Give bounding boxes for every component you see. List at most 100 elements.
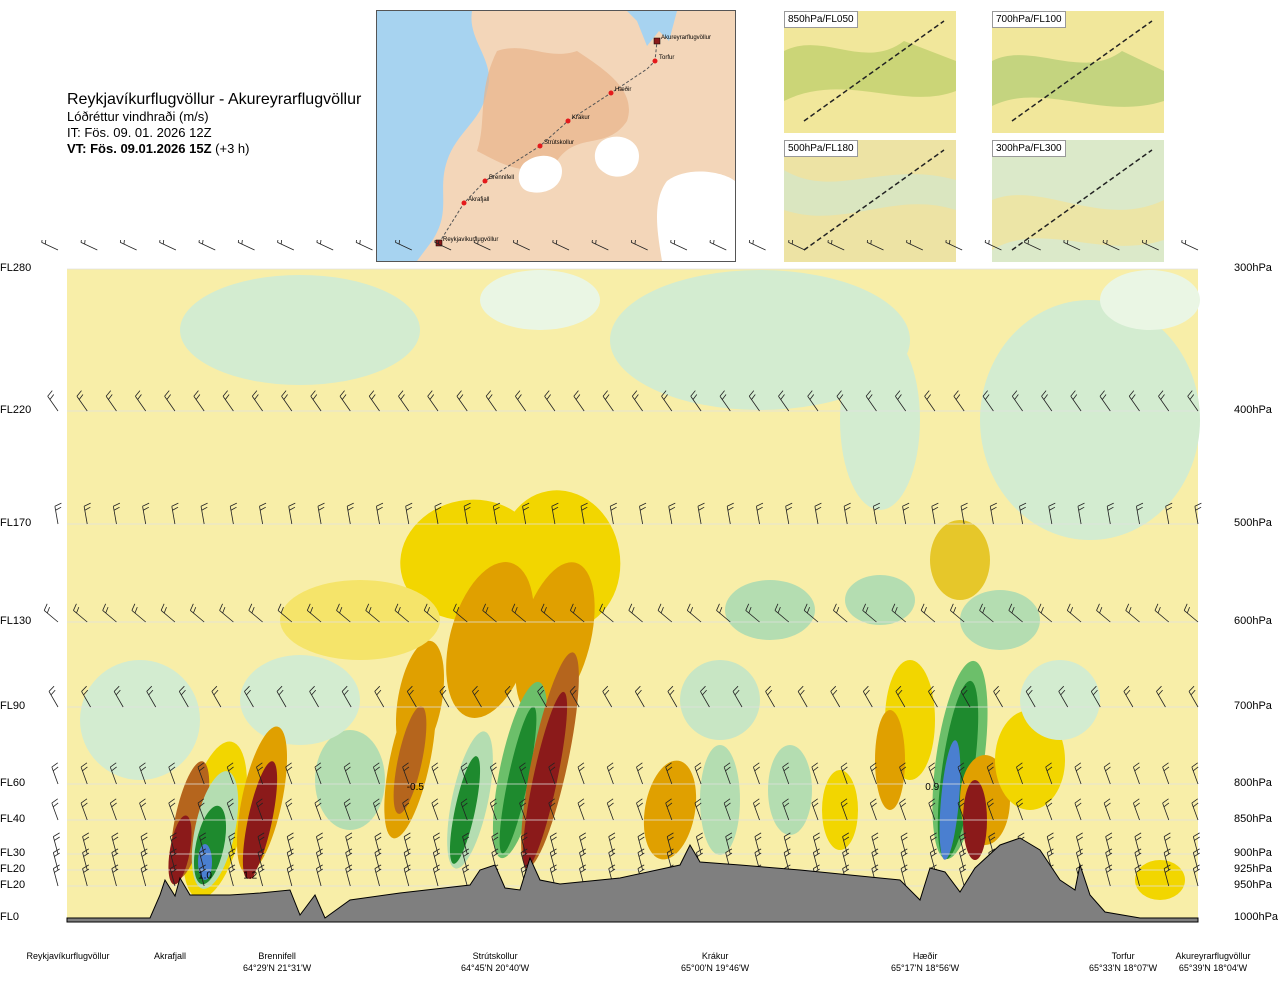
wind-barb-feather — [140, 832, 148, 837]
wind-barb-feather — [639, 506, 646, 511]
wind-barb-feather — [637, 832, 645, 837]
wind-barb-shaft — [52, 852, 59, 871]
wind-barb — [812, 848, 820, 871]
panel-500hpa — [784, 140, 956, 262]
wind-barb-feather — [660, 606, 664, 614]
wind-barb-feather — [462, 864, 470, 869]
wind-barb — [105, 390, 117, 412]
wind-barb — [957, 798, 965, 821]
wind-barb-feather — [1049, 506, 1056, 511]
wind-barb-shaft — [957, 802, 965, 821]
wind-barb-shaft — [1008, 610, 1023, 623]
wind-barb-shaft — [226, 802, 234, 821]
wind-barb-feather — [199, 848, 206, 853]
wind-barb-feather — [160, 603, 165, 611]
wind-barb-shaft — [1019, 506, 1024, 525]
wind-barb-feather — [317, 502, 325, 507]
wind-barb-feather — [491, 848, 499, 853]
wind-barb-feather — [170, 832, 177, 837]
wind-barb-feather — [189, 603, 194, 611]
wind-barb-feather — [403, 832, 411, 837]
wind-barb-feather — [112, 852, 119, 857]
wind-barb — [782, 762, 790, 785]
wind-barb-feather — [988, 832, 996, 837]
wind-barb-feather — [316, 864, 323, 869]
wind-barb-shaft — [900, 836, 907, 855]
wind-barb-feather — [1128, 390, 1135, 397]
wind-barb-feather — [960, 868, 967, 873]
wind-barb-shaft — [1187, 396, 1199, 412]
wind-barb-feather — [1017, 802, 1024, 808]
wind-barb-shaft — [569, 691, 580, 708]
wind-barb-feather — [727, 502, 734, 507]
wind-barb-feather — [894, 606, 898, 614]
wind-barb — [83, 502, 91, 525]
wind-barb — [1187, 390, 1199, 412]
wind-barb-shaft — [120, 242, 137, 251]
wind-barb-shaft — [228, 852, 234, 871]
wind-barb-feather — [920, 603, 925, 611]
wind-barb-shaft — [697, 506, 702, 525]
wind-barb-feather — [960, 685, 967, 692]
wind-barb-feather — [434, 836, 440, 841]
wind-barb-shaft — [788, 242, 806, 251]
wind-barb-feather — [289, 506, 296, 511]
wind-barb-shaft — [700, 691, 710, 708]
wind-barb-shaft — [462, 852, 468, 871]
wind-barb-feather — [1103, 762, 1111, 768]
wind-barb-feather — [669, 506, 676, 511]
wind-barb-feather — [1107, 502, 1114, 507]
wind-barb — [1046, 832, 1054, 855]
wind-barb-shaft — [1096, 610, 1111, 623]
wind-barb-feather — [1106, 868, 1113, 873]
wind-barb-feather — [903, 506, 910, 511]
wind-barb-feather — [579, 848, 586, 853]
wind-barb-feather — [636, 798, 643, 804]
wind-barb-shaft — [1063, 242, 1081, 251]
wind-barb-feather — [54, 868, 60, 873]
wind-barb — [1163, 848, 1171, 871]
wind-barb — [602, 390, 614, 412]
wind-barb-feather — [462, 766, 468, 772]
wind-barb-feather — [931, 502, 939, 507]
wind-barb-shaft — [765, 691, 775, 708]
wind-barb-feather — [1077, 852, 1083, 857]
wind-barb-feather — [732, 685, 739, 692]
wind-barb-shaft — [895, 396, 907, 412]
wind-barb-shaft — [522, 506, 527, 525]
station-label: Krákur 65°00'N 19°46'W — [681, 950, 749, 974]
wind-barb-feather — [813, 848, 820, 853]
wind-barb-feather — [631, 390, 638, 397]
wind-barb-shaft — [639, 506, 644, 525]
wind-barb-feather — [862, 685, 869, 692]
wind-barb-feather — [230, 506, 237, 511]
station-coordinates: 64°29'N 21°31'W — [243, 963, 312, 973]
wind-barb-feather — [1106, 836, 1113, 841]
wind-barb-feather — [721, 394, 727, 400]
wind-barb-shaft — [549, 852, 556, 871]
wind-barb-shaft — [1016, 802, 1023, 821]
init-time: IT: Fös. 09. 01. 2026 12Z — [67, 125, 212, 140]
wind-barb-feather — [1106, 852, 1113, 857]
wind-barb-feather — [713, 240, 715, 245]
wind-barb — [866, 240, 884, 251]
wind-barb-shaft — [872, 506, 877, 525]
wind-barb-feather — [195, 394, 201, 400]
wind-barb-shaft — [1192, 868, 1199, 887]
wind-barb — [1037, 603, 1053, 623]
wind-barb-shaft — [957, 766, 965, 785]
wind-barb — [984, 240, 1002, 251]
wind-barb — [439, 685, 450, 708]
wind-barb — [489, 798, 497, 821]
wind-barb — [52, 832, 60, 855]
wind-barb-feather — [700, 685, 706, 692]
wind-barb-shaft — [398, 396, 410, 412]
wind-barb-feather — [1188, 685, 1195, 692]
wind-barb-shaft — [171, 506, 176, 525]
wind-barb-shaft — [1133, 802, 1140, 821]
wind-barb-shaft — [316, 852, 322, 871]
wind-barb-shaft — [732, 691, 743, 708]
wind-barb-feather — [836, 606, 840, 614]
wind-barb-feather — [929, 766, 936, 772]
wind-barb-feather — [355, 240, 358, 243]
